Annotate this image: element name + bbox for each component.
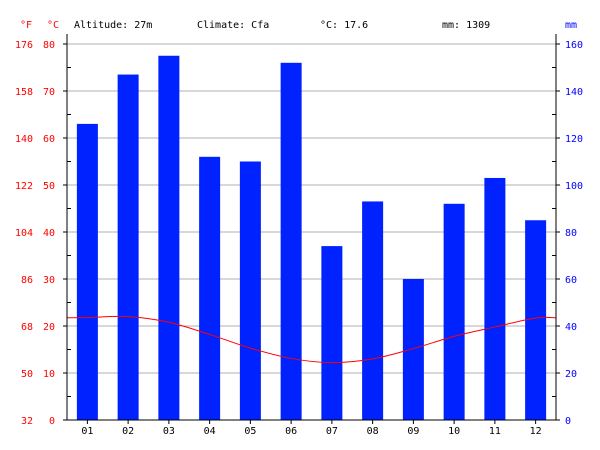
tick-label-mm: 140 — [565, 87, 583, 98]
month-label: 10 — [448, 426, 460, 437]
tick-label-mm: 60 — [565, 275, 577, 286]
temperature-line — [66, 315, 557, 364]
tick-label-fahrenheit: 176 — [15, 40, 33, 51]
axis-unit-celsius: °C — [47, 20, 59, 31]
tick-label-fahrenheit: 68 — [21, 322, 33, 333]
tick-label-mm: 160 — [565, 40, 583, 51]
axis-unit-mm: mm — [565, 20, 577, 31]
precip-bar-02 — [117, 74, 139, 421]
precip-bar-01 — [76, 123, 98, 421]
tick-label-mm: 40 — [565, 322, 577, 333]
month-label: 05 — [244, 426, 256, 437]
precip-bar-04 — [199, 156, 221, 421]
precip-total-label: mm: 1309 — [442, 20, 490, 31]
tick-label-mm: 80 — [565, 228, 577, 239]
tick-label-celsius: 20 — [43, 322, 55, 333]
month-label: 12 — [530, 426, 542, 437]
tick-label-fahrenheit: 50 — [21, 369, 33, 380]
month-label: 11 — [489, 426, 501, 437]
precip-bar-11 — [484, 177, 506, 420]
temperature-line-layer — [66, 315, 557, 364]
month-label: 06 — [285, 426, 297, 437]
tick-label-celsius: 80 — [43, 40, 55, 51]
axis-unit-fahrenheit: °F — [20, 20, 32, 31]
month-label: 04 — [204, 426, 216, 437]
tick-label-fahrenheit: 122 — [15, 181, 33, 192]
tick-label-celsius: 70 — [43, 87, 55, 98]
tick-label-celsius: 30 — [43, 275, 55, 286]
month-label: 08 — [367, 426, 379, 437]
precip-bar-07 — [321, 246, 343, 420]
grid-layer — [67, 43, 556, 374]
tick-label-fahrenheit: 32 — [21, 416, 33, 427]
tick-label-mm: 120 — [565, 134, 583, 145]
tick-label-fahrenheit: 104 — [15, 228, 33, 239]
tick-label-celsius: 10 — [43, 369, 55, 380]
precip-bar-10 — [443, 203, 465, 420]
month-label: 03 — [163, 426, 175, 437]
tick-label-celsius: 40 — [43, 228, 55, 239]
tick-label-celsius: 60 — [43, 134, 55, 145]
month-label: 09 — [407, 426, 419, 437]
tick-label-celsius: 50 — [43, 181, 55, 192]
axis-layer: 0 32 10 50 20 68 30 86 40 104 50 122 60 140 70 158 80 176… — [15, 34, 583, 437]
tick-label-celsius: 0 — [49, 416, 55, 427]
precip-bar-06 — [280, 62, 302, 421]
month-label: 01 — [81, 426, 93, 437]
precipitation-bars — [76, 55, 547, 421]
tick-label-fahrenheit: 158 — [15, 87, 33, 98]
altitude-label: Altitude: 27m — [74, 20, 152, 31]
precip-bar-03 — [158, 55, 180, 420]
precip-bar-08 — [362, 201, 384, 420]
tick-label-mm: 100 — [565, 181, 583, 192]
month-label: 07 — [326, 426, 338, 437]
avg-temp-label: °C: 17.6 — [320, 20, 368, 31]
tick-label-mm: 0 — [565, 416, 571, 427]
precip-bar-05 — [239, 161, 261, 420]
climate-label: Climate: Cfa — [197, 20, 269, 31]
tick-label-mm: 20 — [565, 369, 577, 380]
month-label: 02 — [122, 426, 134, 437]
tick-label-fahrenheit: 86 — [21, 275, 33, 286]
precip-bar-09 — [402, 279, 424, 420]
precip-bar-12 — [525, 220, 547, 420]
tick-label-fahrenheit: 140 — [15, 134, 33, 145]
